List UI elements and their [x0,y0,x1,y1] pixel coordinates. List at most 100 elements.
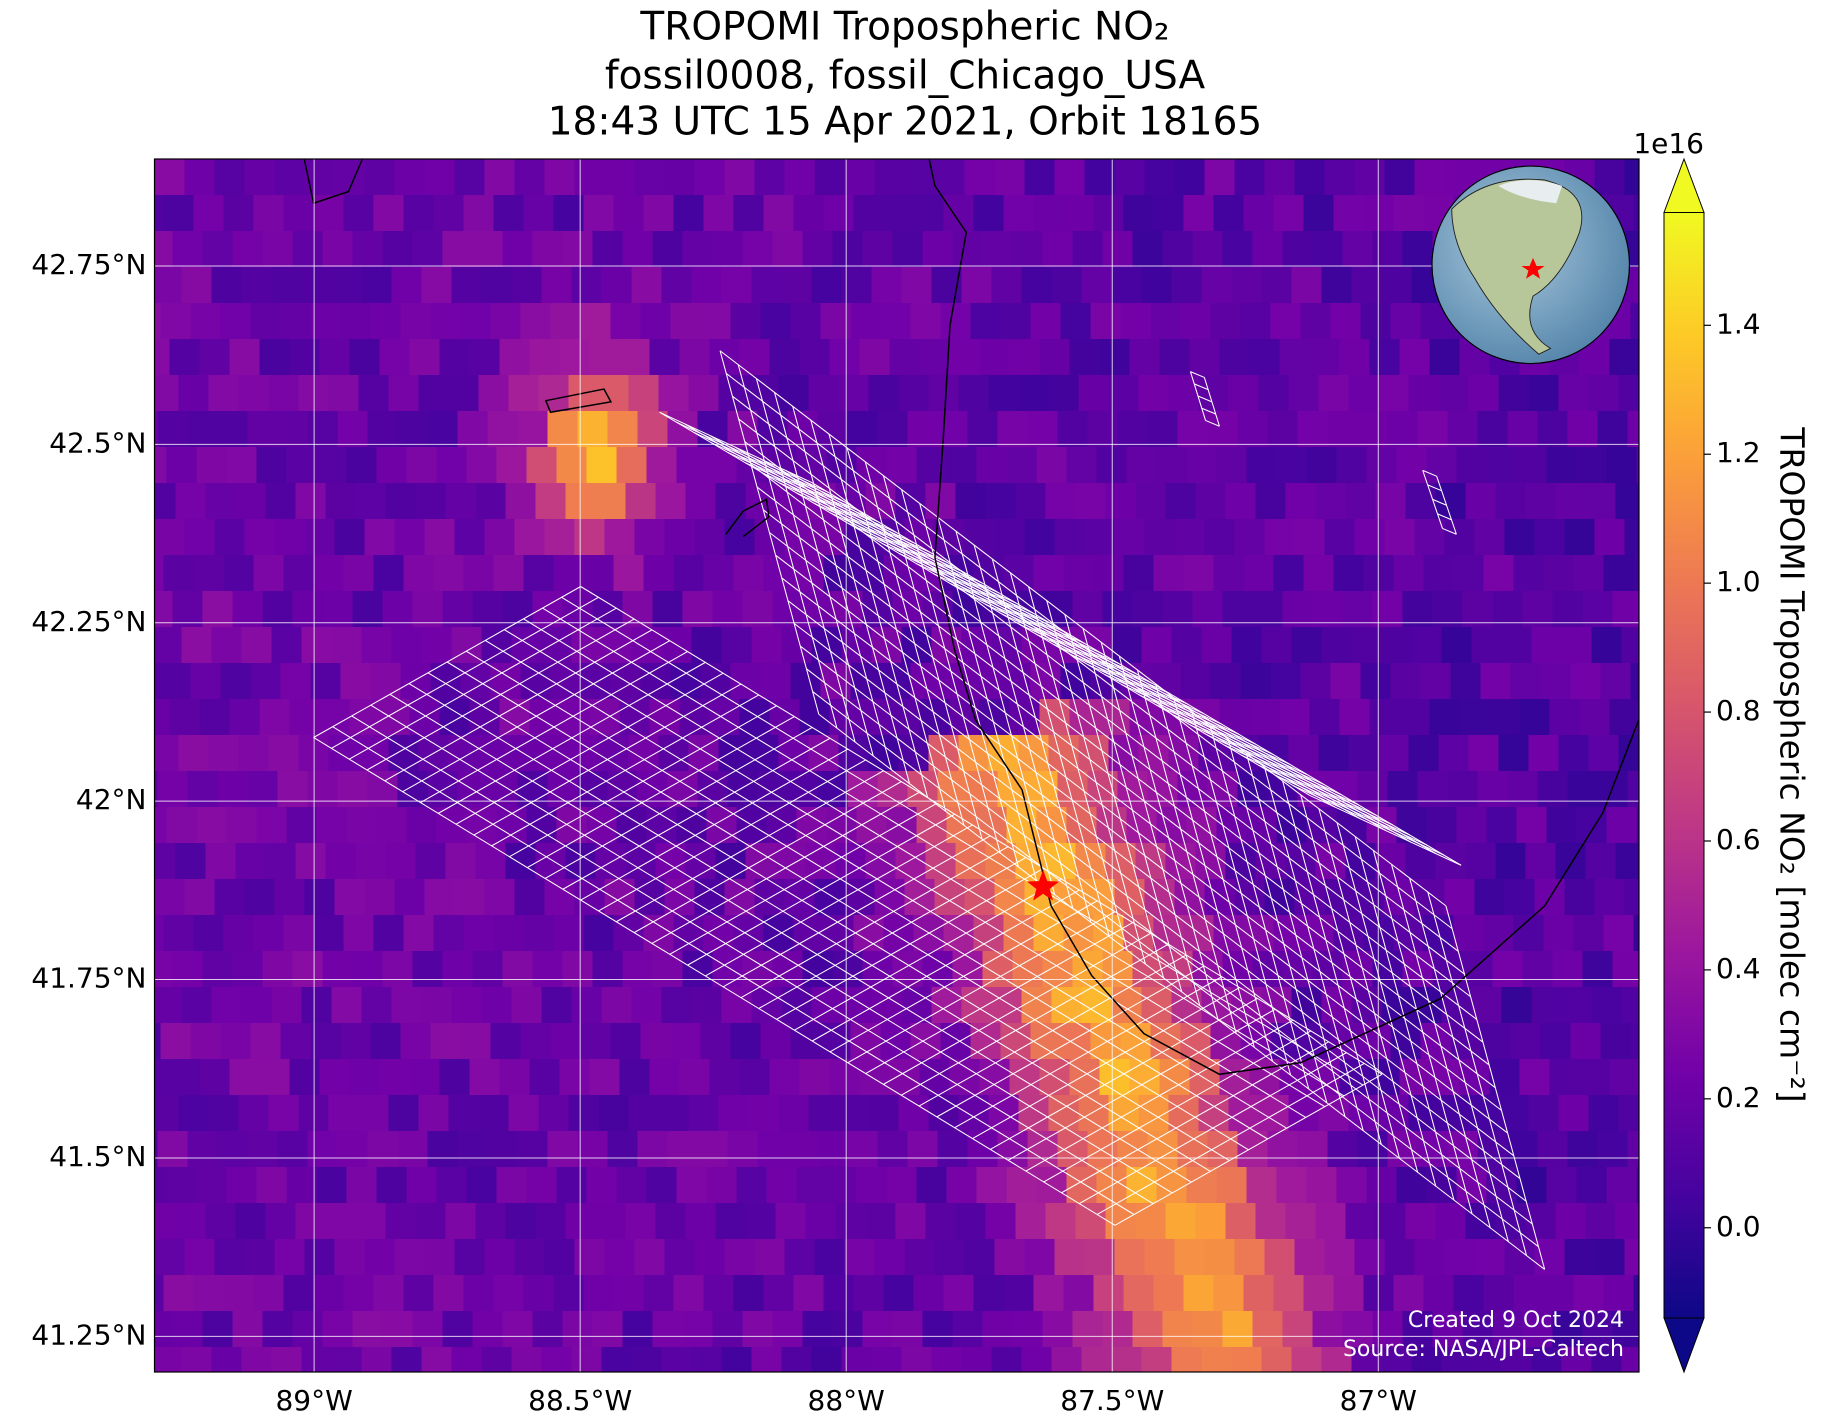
pixel [1405,843,1436,880]
pixel [1117,411,1148,448]
pixel [541,1347,572,1372]
pixel [1474,1239,1505,1276]
pixel [751,627,782,664]
pixel [547,1131,578,1168]
pixel [880,303,911,340]
pixel [1588,735,1619,772]
pixel [1594,159,1625,196]
pixel [191,1383,222,1420]
pixel [941,1383,972,1420]
pixel [1606,1167,1637,1204]
pixel [274,879,305,916]
pixel [1063,195,1094,232]
pixel [1324,159,1355,196]
pixel [1249,699,1280,736]
pixel [1333,195,1364,232]
pixel [1051,987,1082,1024]
pixel [1483,555,1514,592]
pixel [319,339,350,376]
pixel [556,1167,587,1204]
pixel [154,951,173,988]
pixel [901,1347,932,1372]
pixel [610,303,641,340]
pixel [1351,1347,1382,1372]
pixel [682,1311,713,1348]
pixel [811,267,842,304]
pixel [784,1239,815,1276]
pixel [520,303,551,340]
pixel [1261,1347,1292,1372]
pixel [1339,339,1370,376]
pixel [1600,663,1631,700]
pixel [1597,1131,1628,1168]
pixel [463,915,494,952]
pixel [154,375,179,412]
pixel [1558,375,1589,412]
pixel [1447,1131,1478,1168]
pixel [1111,987,1142,1024]
pixel [622,591,653,628]
pixel [154,555,164,592]
pixel [1567,771,1598,808]
pixel [223,555,254,592]
pixel [532,951,563,988]
pixel [154,411,158,448]
pixel [919,339,950,376]
pixel [772,1311,803,1348]
pixel [415,843,446,880]
pixel [1405,159,1436,160]
pixel [1204,159,1235,196]
pixel [706,807,737,844]
pixel [541,987,572,1024]
pixel [592,951,623,988]
pixel [1114,519,1145,556]
pixel [154,771,158,808]
pixel [1153,1275,1184,1312]
pixel [373,1275,404,1312]
pixel [544,159,575,196]
pixel [277,771,308,808]
pixel [769,339,800,376]
pixel [1321,1347,1352,1372]
pixel [226,1167,257,1204]
footprint-line [1194,383,1209,391]
pixel [925,483,956,520]
pixel [616,1167,647,1204]
colorbar-tick-label: 1.4 [1716,307,1761,340]
pixel [424,159,455,196]
pixel [1249,1059,1280,1096]
pixel [349,1059,380,1096]
footprint-line [1422,469,1437,477]
pixel [1522,591,1553,628]
pixel [1093,555,1124,592]
pixel [1603,555,1634,592]
pixel [307,771,338,808]
pixel [1177,411,1208,448]
pixel [358,735,389,772]
pixel [625,1203,656,1240]
pixel [865,843,896,880]
pixel [1540,1023,1571,1060]
pixel [1174,519,1205,556]
pixel [1567,411,1598,448]
pixel [511,627,542,664]
pixel [1306,807,1337,844]
pixel [211,987,242,1024]
footprint-line [1427,484,1442,492]
footprint-line [1436,476,1457,535]
pixel [202,951,233,988]
pixel [1333,1275,1364,1312]
pixel [262,231,293,268]
pixel [295,1203,326,1240]
pixel [319,699,350,736]
pixel [1147,411,1178,448]
pixel [439,339,470,376]
pixel [1615,1203,1639,1240]
pixel [175,483,206,520]
pixel [1336,447,1367,484]
pixel [1585,1203,1616,1240]
pixel [289,699,320,736]
pixel [370,303,401,340]
pixel [526,1167,557,1204]
pixel [592,1311,623,1348]
